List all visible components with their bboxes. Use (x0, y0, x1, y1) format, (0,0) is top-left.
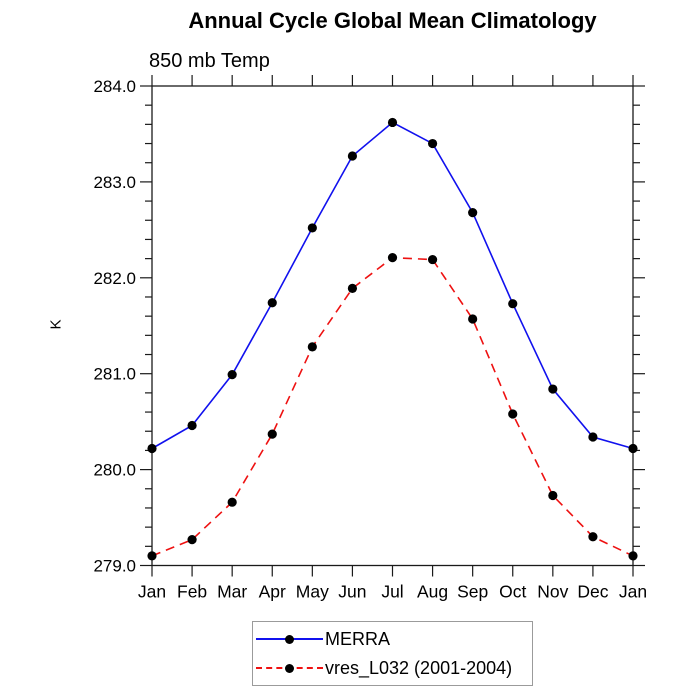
x-tick-label: May (296, 582, 329, 602)
y-tick-label: 279.0 (93, 557, 136, 576)
data-point-vres (387, 253, 398, 263)
data-point-merra (187, 420, 197, 431)
y-tick-label: 280.0 (93, 461, 136, 480)
x-tick-label: Sep (457, 582, 488, 602)
x-tick-label: Apr (259, 582, 286, 602)
x-tick-label: Jan (138, 582, 166, 602)
x-tick-label: Dec (577, 582, 608, 602)
y-tick-label: 283.0 (93, 173, 136, 192)
legend: MERRA vres_L032 (2001-2004) (252, 621, 533, 686)
y-tick-label: 282.0 (93, 269, 136, 288)
data-point-vres (588, 532, 598, 542)
chart-subtitle: 850 mb Temp (149, 50, 270, 72)
y-tick-label: 284.0 (93, 77, 136, 96)
series-line-vres (151, 256, 634, 557)
data-point-merra (588, 432, 598, 442)
data-point-merra (387, 117, 398, 128)
x-tick-label: Oct (499, 582, 526, 602)
data-point-merra (307, 223, 317, 233)
data-point-merra (227, 370, 237, 380)
x-tick-label: Aug (417, 582, 448, 602)
legend-label-vres: vres_L032 (2001-2004) (325, 657, 513, 678)
data-point-vres (548, 490, 558, 501)
data-point-vres (347, 283, 358, 293)
y-tick-label: 281.0 (93, 365, 136, 384)
data-point-vres (227, 497, 237, 507)
data-point-merra (628, 443, 638, 454)
plot-frame (151, 85, 634, 567)
data-point-vres (187, 535, 197, 545)
data-point-vres (468, 314, 478, 324)
x-tick-label: Nov (537, 582, 568, 602)
data-point-merra (347, 151, 358, 161)
series-line-merra (151, 121, 634, 450)
data-point-merra (427, 138, 438, 149)
x-tick-label: Jul (381, 582, 403, 602)
data-point-vres (508, 409, 518, 419)
data-point-merra (548, 384, 558, 394)
data-point-merra (468, 207, 478, 218)
data-point-vres (147, 551, 157, 561)
legend-item-vres: vres_L032 (2001-2004) (256, 658, 532, 678)
data-point-vres (267, 429, 277, 439)
legend-label-merra: MERRA (325, 628, 391, 649)
x-tick-label: Jun (338, 582, 366, 602)
legend-item-merra: MERRA (256, 629, 532, 649)
y-axis-title: K (47, 319, 65, 330)
data-point-merra (147, 443, 157, 454)
data-point-vres (427, 254, 438, 265)
data-point-vres (307, 342, 317, 352)
legend-sample-vres (256, 658, 323, 678)
x-tick-label: Feb (177, 582, 207, 602)
legend-marker-dot (285, 663, 294, 673)
data-point-merra (267, 298, 277, 308)
data-point-vres (628, 551, 638, 561)
legend-sample-merra (256, 629, 323, 649)
data-point-merra (508, 299, 518, 309)
x-tick-label: Jan (619, 582, 647, 602)
chart-title: Annual Cycle Global Mean Climatology (188, 8, 597, 33)
x-tick-label: Mar (217, 582, 247, 602)
legend-marker-dot (285, 634, 294, 644)
